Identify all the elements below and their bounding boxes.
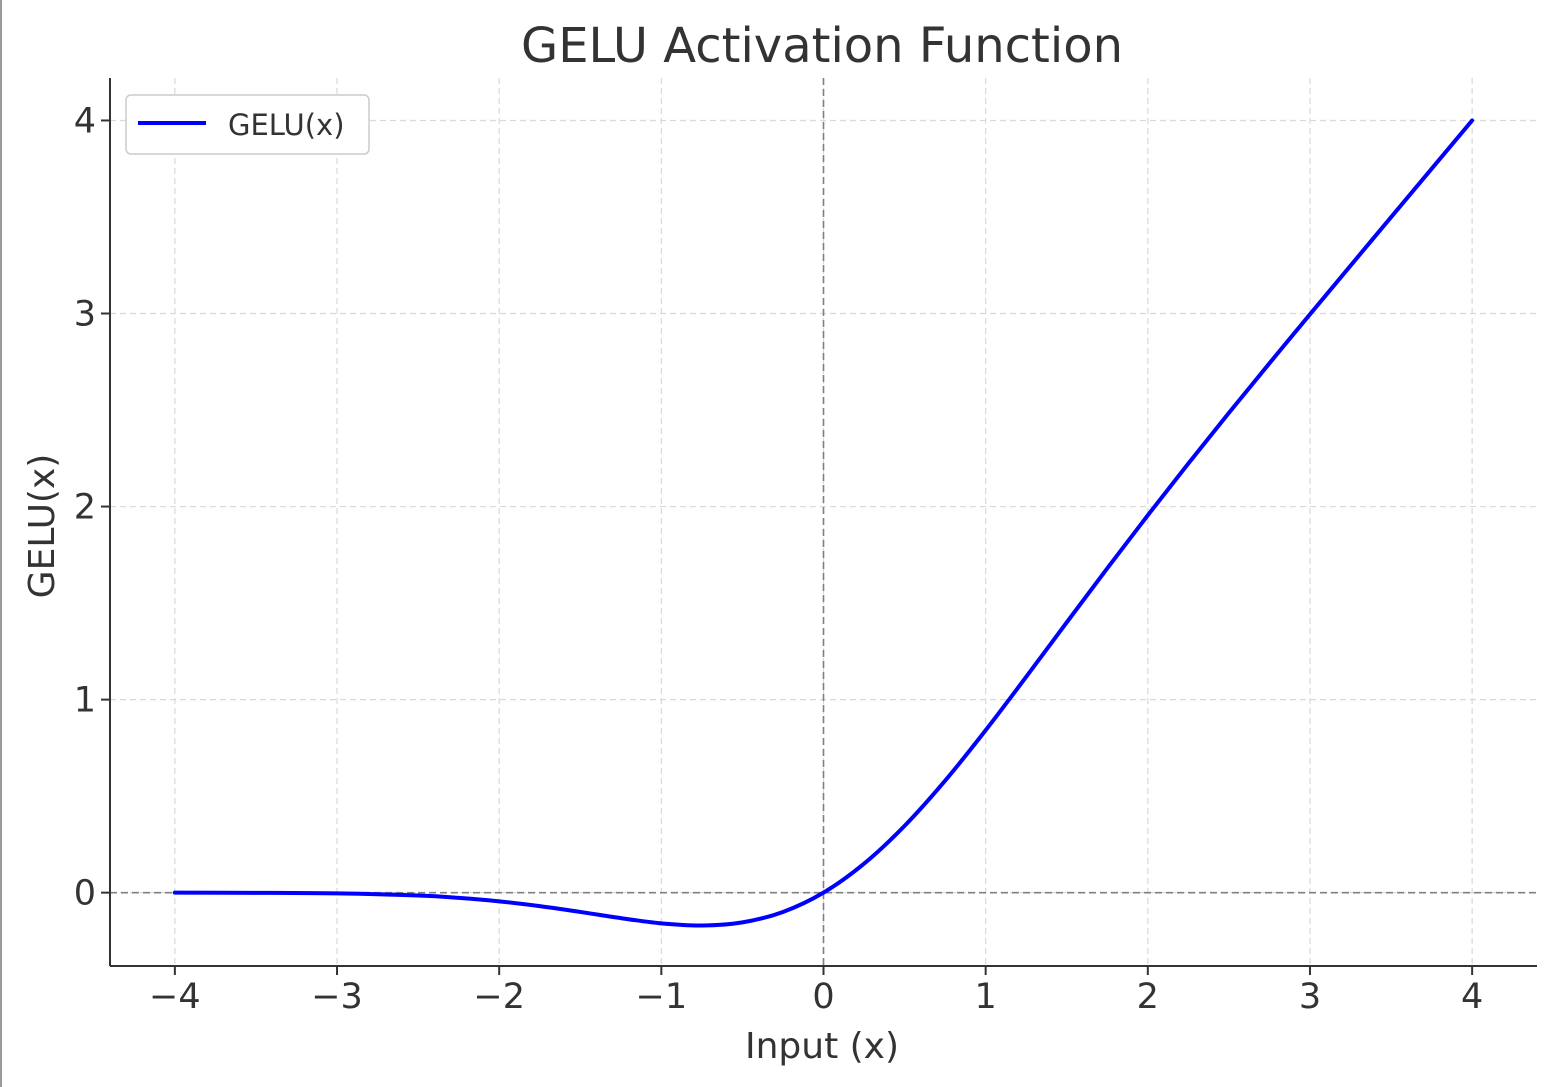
y-axis-label: GELU(x): [22, 454, 63, 599]
legend: GELU(x): [126, 95, 369, 154]
reference-lines: [110, 78, 1537, 966]
x-tick-label: 2: [1137, 977, 1159, 1017]
x-tick-label: 1: [975, 977, 997, 1017]
y-tick-label: 3: [74, 295, 96, 335]
x-tick-label: 0: [812, 977, 834, 1017]
x-tick-label: 4: [1461, 977, 1483, 1017]
x-tick-label: −1: [636, 977, 688, 1017]
x-tick-label: 3: [1299, 977, 1321, 1017]
x-tick-label: −3: [311, 977, 363, 1017]
legend-label-gelu: GELU(x): [228, 108, 345, 142]
x-axis-label: Input (x): [745, 1026, 899, 1067]
chart-title: GELU Activation Function: [521, 18, 1123, 74]
y-tick-label: 2: [74, 488, 96, 528]
y-tick-label: 1: [74, 681, 96, 721]
ticks: −4 −3 −2 −1 0 1 2 3 4 0 1 2 3 4: [74, 101, 1484, 1017]
x-tick-label: −2: [473, 977, 525, 1017]
y-tick-label: 4: [74, 101, 96, 141]
y-tick-label: 0: [74, 874, 96, 914]
x-tick-label: −4: [149, 977, 201, 1017]
